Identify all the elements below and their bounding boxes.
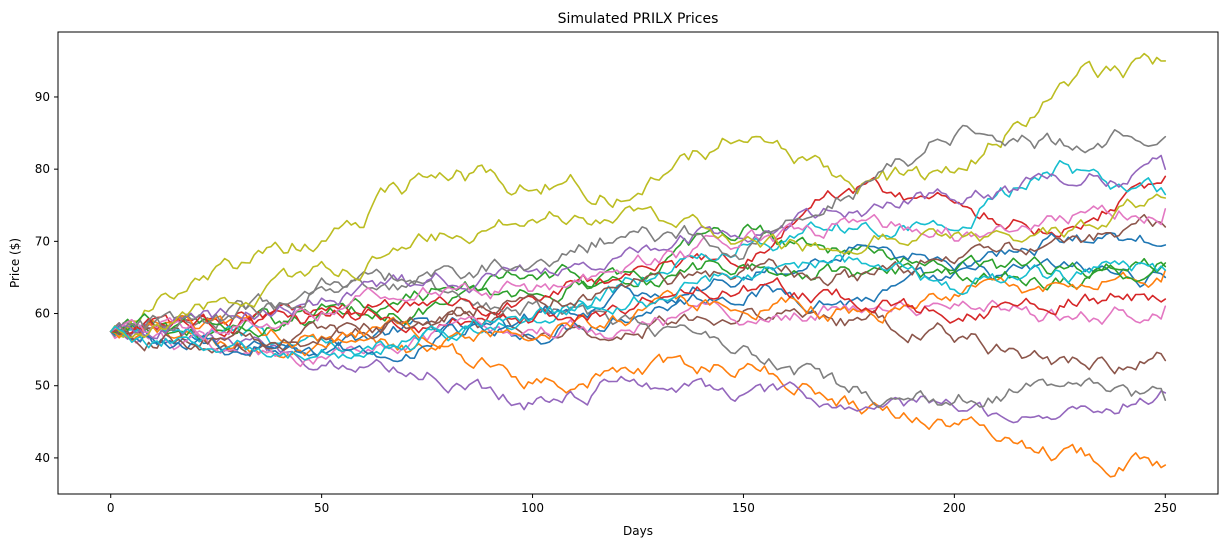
series-line-20 bbox=[109, 254, 1167, 361]
x-tick-label: 200 bbox=[943, 501, 966, 515]
series-line-12 bbox=[109, 269, 1167, 350]
series-line-18 bbox=[109, 124, 1167, 333]
series-line-8 bbox=[109, 278, 1167, 409]
x-tick-label: 250 bbox=[1154, 501, 1177, 515]
x-axis-label: Days bbox=[623, 524, 653, 538]
y-axis-label: Price ($) bbox=[8, 238, 22, 288]
series-line-14 bbox=[109, 277, 1167, 338]
series-line-7 bbox=[109, 299, 1167, 368]
y-tick-label: 40 bbox=[35, 451, 50, 465]
y-axis-ticks: 40 50 60 70 80 90 bbox=[35, 90, 58, 465]
y-tick-label: 80 bbox=[35, 162, 50, 176]
series-line-19 bbox=[109, 193, 1167, 339]
y-tick-label: 90 bbox=[35, 90, 50, 104]
series-line-11 bbox=[109, 232, 1167, 363]
x-axis-ticks: 0 50 100 150 200 250 bbox=[107, 494, 1177, 515]
series-line-15 bbox=[109, 154, 1167, 340]
chart-title: Simulated PRILX Prices bbox=[558, 11, 719, 27]
plot-frame bbox=[57, 31, 1219, 495]
series-line-9 bbox=[109, 52, 1167, 338]
series-line-6 bbox=[109, 307, 1167, 375]
x-tick-label: 150 bbox=[732, 501, 755, 515]
series-layer bbox=[109, 52, 1167, 478]
x-tick-label: 100 bbox=[521, 501, 544, 515]
x-tick-label: 0 bbox=[107, 501, 115, 515]
x-tick-label: 50 bbox=[314, 501, 329, 515]
y-tick-label: 70 bbox=[35, 234, 50, 248]
series-line-17 bbox=[109, 204, 1167, 341]
y-tick-label: 60 bbox=[35, 307, 50, 321]
y-tick-label: 50 bbox=[35, 379, 50, 393]
series-line-16 bbox=[109, 213, 1167, 352]
series-line-13 bbox=[109, 254, 1167, 338]
